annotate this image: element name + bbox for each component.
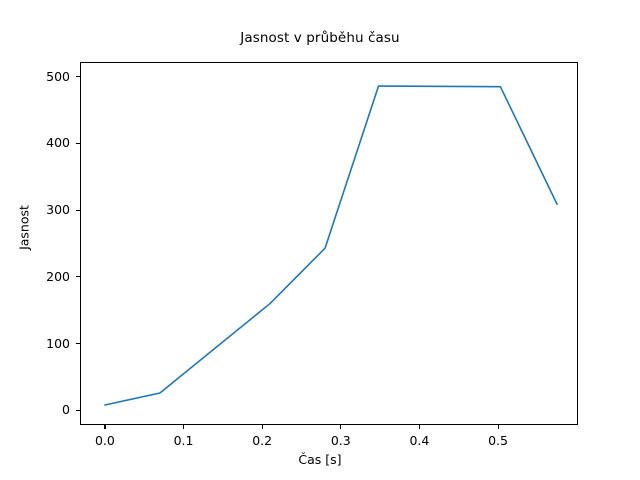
x-axis-label: Čas [s] [298, 452, 342, 467]
y-tick-label: 200 [46, 268, 70, 284]
x-tick-label: 0.2 [252, 433, 273, 448]
y-tick-mark [76, 343, 80, 345]
x-tick-label: 0.5 [488, 433, 508, 448]
x-tick-label: 0.4 [409, 433, 430, 448]
y-tick-label: 400 [46, 135, 70, 151]
y-tick-mark [76, 142, 80, 144]
y-tick-mark [76, 409, 80, 411]
y-tick-label: 100 [46, 335, 70, 351]
x-tick-mark [183, 425, 185, 429]
x-tick-mark [418, 425, 420, 429]
y-tick-mark [76, 276, 80, 278]
page-title: Jasnost v průběhu času [240, 30, 400, 46]
y-tick-mark [76, 76, 80, 78]
x-tick-mark [104, 425, 106, 429]
x-tick-mark [340, 425, 342, 429]
plot-area [80, 62, 578, 425]
y-tick-label: 0 [62, 402, 70, 418]
x-tick-label: 0.3 [330, 433, 351, 448]
x-tick-label: 0.1 [173, 433, 194, 448]
y-tick-label: 500 [46, 68, 70, 84]
data-series-line [104, 85, 558, 406]
x-tick-mark [261, 425, 263, 429]
y-tick-mark [76, 209, 80, 211]
x-tick-label: 0.0 [94, 433, 115, 448]
y-tick-label: 300 [46, 202, 70, 218]
data-line-svg [104, 85, 558, 406]
x-tick-mark [497, 425, 499, 429]
y-axis-label: Jasnost [16, 205, 32, 250]
